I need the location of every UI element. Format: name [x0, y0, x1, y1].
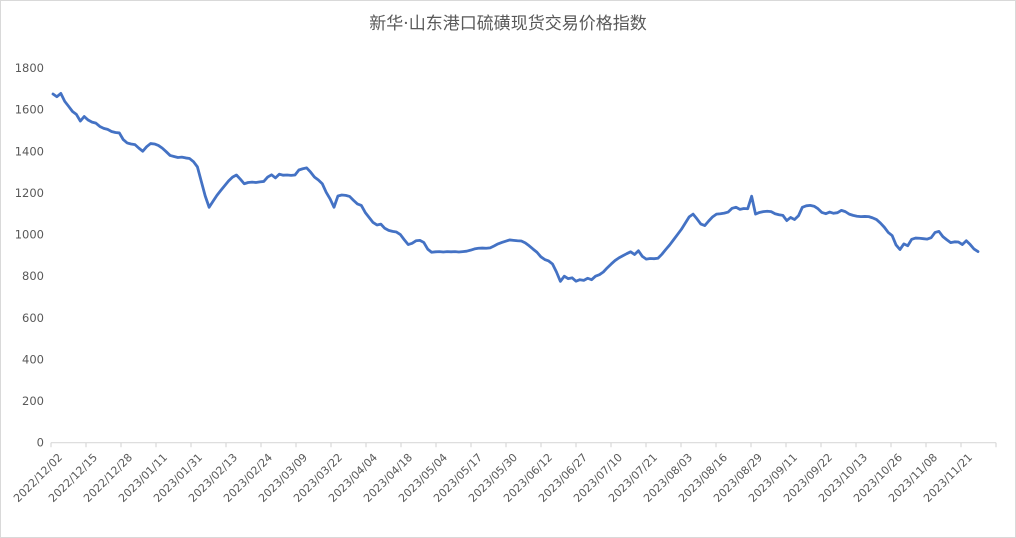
y-axis-tick-label: 1000	[15, 228, 44, 242]
y-axis-tick-label: 600	[22, 311, 44, 325]
price-index-series-line	[51, 92, 980, 283]
y-axis-tick-label: 0	[37, 436, 44, 450]
y-axis-tick-label: 400	[22, 352, 44, 366]
y-axis-tick-label: 800	[22, 269, 44, 283]
y-axis-tick-label: 1600	[15, 103, 44, 117]
y-axis-tick-label: 1400	[15, 144, 44, 158]
y-axis-tick-label: 200	[22, 394, 44, 408]
chart-title: 新华·山东港口硫磺现货交易价格指数	[369, 14, 647, 34]
y-axis-tick-label: 1800	[15, 61, 44, 75]
y-axis-tick-label: 1200	[15, 186, 44, 200]
